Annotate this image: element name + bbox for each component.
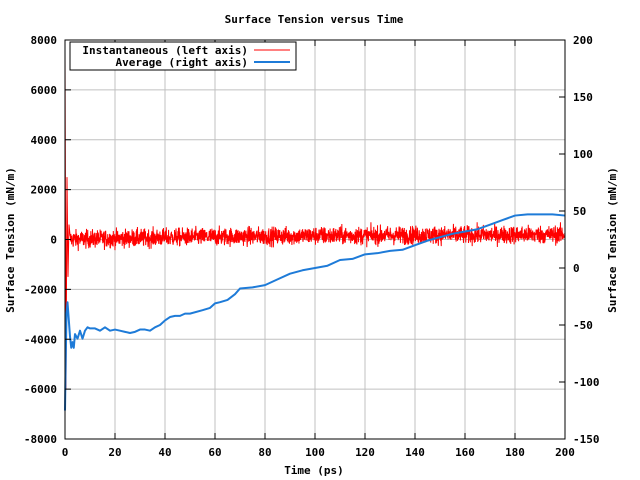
y-left-tick-label: 8000 [31,34,58,47]
x-tick-label: 120 [355,446,375,459]
y-right-tick-label: -100 [573,376,600,389]
y-right-tick-label: 100 [573,148,593,161]
legend: Instantaneous (left axis) Average (right… [69,41,297,71]
y-right-tick-label: 150 [573,91,593,104]
x-tick-label: 0 [62,446,69,459]
x-tick-label: 20 [108,446,121,459]
x-tick-label: 180 [505,446,525,459]
x-tick-label: 40 [158,446,171,459]
ticks: 0 20 40 60 80 100 120 140 160 180 200 -8000 -6000 -40… [24,34,600,459]
x-axis-title: Time (ps) [284,464,344,477]
y-left-axis-title: Surface Tension (mN/m) [4,167,17,313]
chart-title: Surface Tension versus Time [225,13,404,26]
legend-label-average: Average (right axis) [116,56,248,69]
series-layer [64,52,566,411]
y-right-tick-label: -150 [573,433,600,446]
series-instantaneous-line [64,52,566,390]
y-left-tick-label: -6000 [24,383,57,396]
y-left-tick-label: 0 [50,234,57,247]
y-left-tick-label: -4000 [24,333,57,346]
y-right-axis-title: Surface Tension (mN/m) [606,167,619,313]
y-left-tick-label: 2000 [31,184,58,197]
legend-label-instantaneous: Instantaneous (left axis) [82,44,248,57]
x-tick-label: 140 [405,446,425,459]
legend-box [69,41,297,71]
y-right-tick-label: 50 [573,205,586,218]
y-right-tick-label: 200 [573,34,593,47]
x-tick-label: 160 [455,446,475,459]
y-right-tick-label: 0 [573,262,580,275]
y-left-tick-label: 6000 [31,84,58,97]
y-right-tick-label: -50 [573,319,593,332]
y-left-tick-label: 4000 [31,134,58,147]
y-left-tick-label: -2000 [24,283,57,296]
x-tick-label: 80 [258,446,271,459]
grid [65,40,565,439]
series-average-line [64,213,566,411]
x-tick-label: 200 [555,446,575,459]
x-tick-label: 60 [208,446,221,459]
y-left-tick-label: -8000 [24,433,57,446]
x-tick-label: 100 [305,446,325,459]
